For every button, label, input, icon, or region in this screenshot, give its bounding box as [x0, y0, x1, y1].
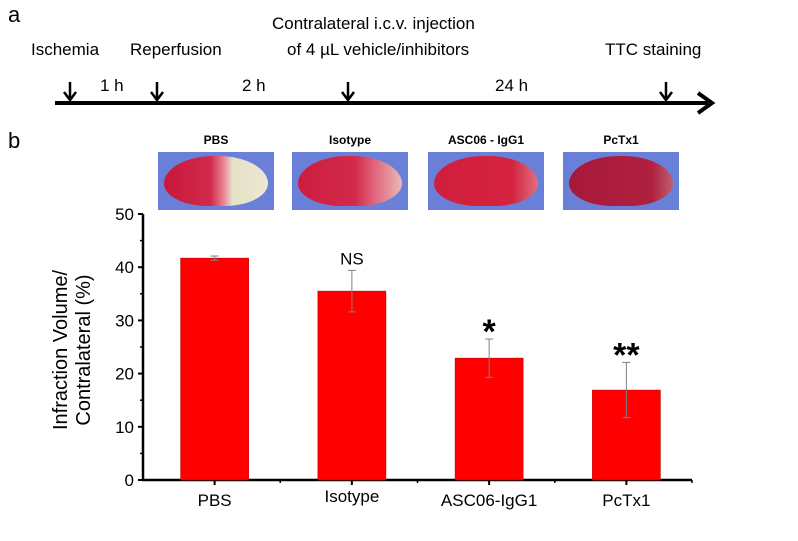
significance-annotation: NS	[340, 249, 364, 268]
brain-slice-image-pctx1	[563, 152, 679, 210]
y-tick-label: 0	[125, 471, 134, 490]
arrow-down-icon	[341, 82, 355, 103]
bar-asc06-igg1	[454, 357, 524, 481]
x-tick-label: Isotype	[324, 487, 379, 506]
y-tick-label: 50	[115, 205, 134, 224]
timeline-arrowhead-icon	[696, 91, 716, 115]
significance-annotation: **	[613, 336, 640, 374]
bar-pbs	[180, 257, 249, 481]
event-ischemia-label: Ischemia	[31, 40, 100, 59]
arrow-down-icon	[659, 82, 673, 103]
brain-slice-image-isotype	[292, 152, 408, 210]
y-tick-label: 40	[115, 258, 134, 277]
image-title-pctx1: PcTx1	[603, 133, 639, 147]
brain-slice-image-pbs	[158, 152, 274, 210]
y-tick-label: 20	[115, 365, 134, 384]
panel-a-label: a	[8, 2, 21, 27]
image-title-asc06: ASC06 - IgG1	[447, 133, 525, 147]
timeline	[55, 82, 716, 115]
arrow-down-icon	[150, 82, 164, 103]
event-ttc-label: TTC staining	[605, 40, 702, 59]
event-reperfusion-label: Reperfusion	[130, 40, 222, 59]
x-tick-label: PcTx1	[602, 491, 650, 510]
image-title-isotype: Isotype	[328, 133, 371, 147]
y-tick-label: 30	[115, 311, 134, 330]
x-tick-label: ASC06-IgG1	[441, 491, 537, 510]
image-title-pbs: PBS	[203, 133, 229, 147]
y-tick-label: 10	[115, 418, 134, 437]
x-tick-label: PBS	[198, 491, 232, 510]
arrow-down-icon	[63, 82, 77, 103]
event-injection-label-line2: of 4 µL vehicle/inhibitors	[287, 40, 470, 59]
panel-b-label: b	[8, 128, 21, 153]
event-injection-label-line1: Contralateral i.c.v. injection	[272, 14, 475, 33]
interval-2h-label: 2 h	[242, 76, 266, 95]
bar-isotype	[317, 290, 387, 481]
significance-annotation: *	[483, 313, 497, 351]
brain-slice-image-asc06	[428, 152, 544, 210]
interval-1h-label: 1 h	[100, 76, 124, 95]
interval-24h-label: 24 h	[495, 76, 529, 95]
